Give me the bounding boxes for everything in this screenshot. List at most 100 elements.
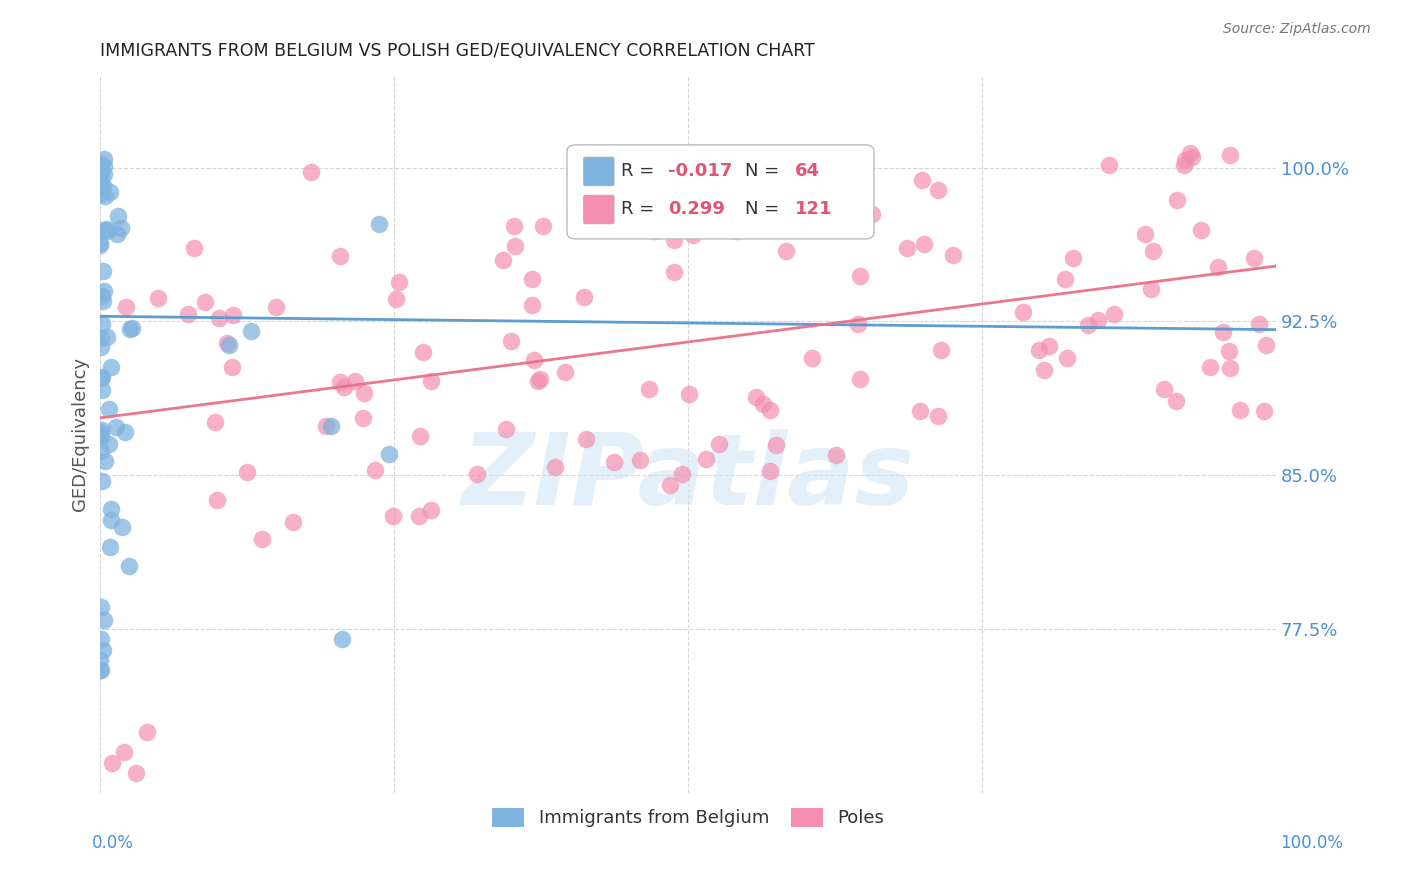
Point	[89, 663, 111, 677]
Point	[664, 233, 686, 247]
Text: 64: 64	[796, 162, 820, 180]
Point	[942, 248, 965, 262]
Point	[695, 452, 717, 467]
Point	[1206, 260, 1229, 275]
Point	[218, 338, 240, 352]
Point	[927, 409, 949, 424]
Point	[98, 402, 121, 417]
Point	[908, 404, 931, 418]
Point	[1135, 227, 1157, 242]
Point	[1142, 244, 1164, 259]
Point	[315, 419, 337, 434]
Point	[93, 189, 115, 203]
Point	[90, 474, 112, 488]
Point	[526, 374, 548, 388]
Point	[1229, 402, 1251, 417]
Legend: Immigrants from Belgium, Poles: Immigrants from Belgium, Poles	[485, 801, 891, 835]
Point	[1198, 359, 1220, 374]
Point	[849, 372, 872, 386]
Point	[1253, 404, 1275, 418]
Point	[385, 292, 408, 306]
Point	[502, 219, 524, 234]
Point	[114, 425, 136, 440]
Text: N =: N =	[745, 201, 785, 219]
Point	[522, 272, 544, 286]
Point	[1056, 351, 1078, 366]
Point	[465, 467, 488, 481]
Point	[800, 351, 823, 365]
Point	[1153, 382, 1175, 396]
Point	[110, 221, 132, 235]
Point	[603, 454, 626, 468]
Point	[682, 227, 704, 242]
Point	[503, 239, 526, 253]
Point	[90, 632, 112, 647]
Point	[662, 265, 685, 279]
Text: IMMIGRANTS FROM BELGIUM VS POLISH GED/EQUIVALENCY CORRELATION CHART: IMMIGRANTS FROM BELGIUM VS POLISH GED/EQ…	[100, 42, 815, 60]
Point	[98, 540, 121, 554]
Point	[89, 238, 111, 252]
Point	[368, 217, 391, 231]
Point	[89, 159, 111, 173]
Point	[91, 642, 114, 657]
Text: R =: R =	[621, 162, 661, 180]
Point	[531, 219, 554, 233]
Point	[146, 291, 169, 305]
Point	[299, 164, 322, 178]
Point	[101, 756, 124, 770]
Point	[1028, 343, 1050, 357]
Point	[89, 235, 111, 250]
Text: Source: ZipAtlas.com: Source: ZipAtlas.com	[1223, 22, 1371, 37]
Point	[89, 653, 111, 667]
Text: 121: 121	[796, 201, 832, 219]
Point	[90, 424, 112, 438]
Point	[90, 444, 112, 458]
Point	[91, 178, 114, 193]
Point	[121, 321, 143, 335]
Point	[860, 207, 883, 221]
Point	[332, 632, 354, 647]
Point	[637, 382, 659, 396]
Point	[114, 301, 136, 315]
Text: 0.299: 0.299	[668, 201, 725, 219]
Point	[105, 227, 128, 242]
Point	[1097, 158, 1119, 172]
Point	[408, 508, 430, 523]
Point	[96, 222, 118, 236]
Point	[89, 425, 111, 439]
Point	[388, 275, 411, 289]
Text: R =: R =	[621, 201, 661, 219]
Point	[628, 453, 651, 467]
Point	[332, 380, 354, 394]
Point	[1247, 318, 1270, 332]
Point	[492, 252, 515, 267]
Point	[118, 322, 141, 336]
Point	[208, 311, 231, 326]
Point	[89, 663, 111, 677]
Point	[90, 330, 112, 344]
Point	[93, 167, 115, 181]
Point	[912, 237, 935, 252]
Point	[90, 370, 112, 384]
Point	[264, 300, 287, 314]
Point	[105, 420, 128, 434]
Point	[927, 183, 949, 197]
Point	[136, 724, 159, 739]
Point	[90, 340, 112, 354]
Point	[353, 386, 375, 401]
Point	[319, 419, 342, 434]
Point	[93, 159, 115, 173]
Point	[495, 422, 517, 436]
Point	[1032, 363, 1054, 377]
Point	[759, 464, 782, 478]
Point	[896, 241, 918, 255]
Point	[1256, 338, 1278, 352]
Point	[111, 520, 134, 534]
Point	[91, 288, 114, 302]
Point	[1218, 344, 1240, 359]
Point	[775, 244, 797, 258]
Point	[90, 167, 112, 181]
Point	[838, 156, 860, 170]
Point	[344, 375, 367, 389]
Point	[222, 308, 245, 322]
